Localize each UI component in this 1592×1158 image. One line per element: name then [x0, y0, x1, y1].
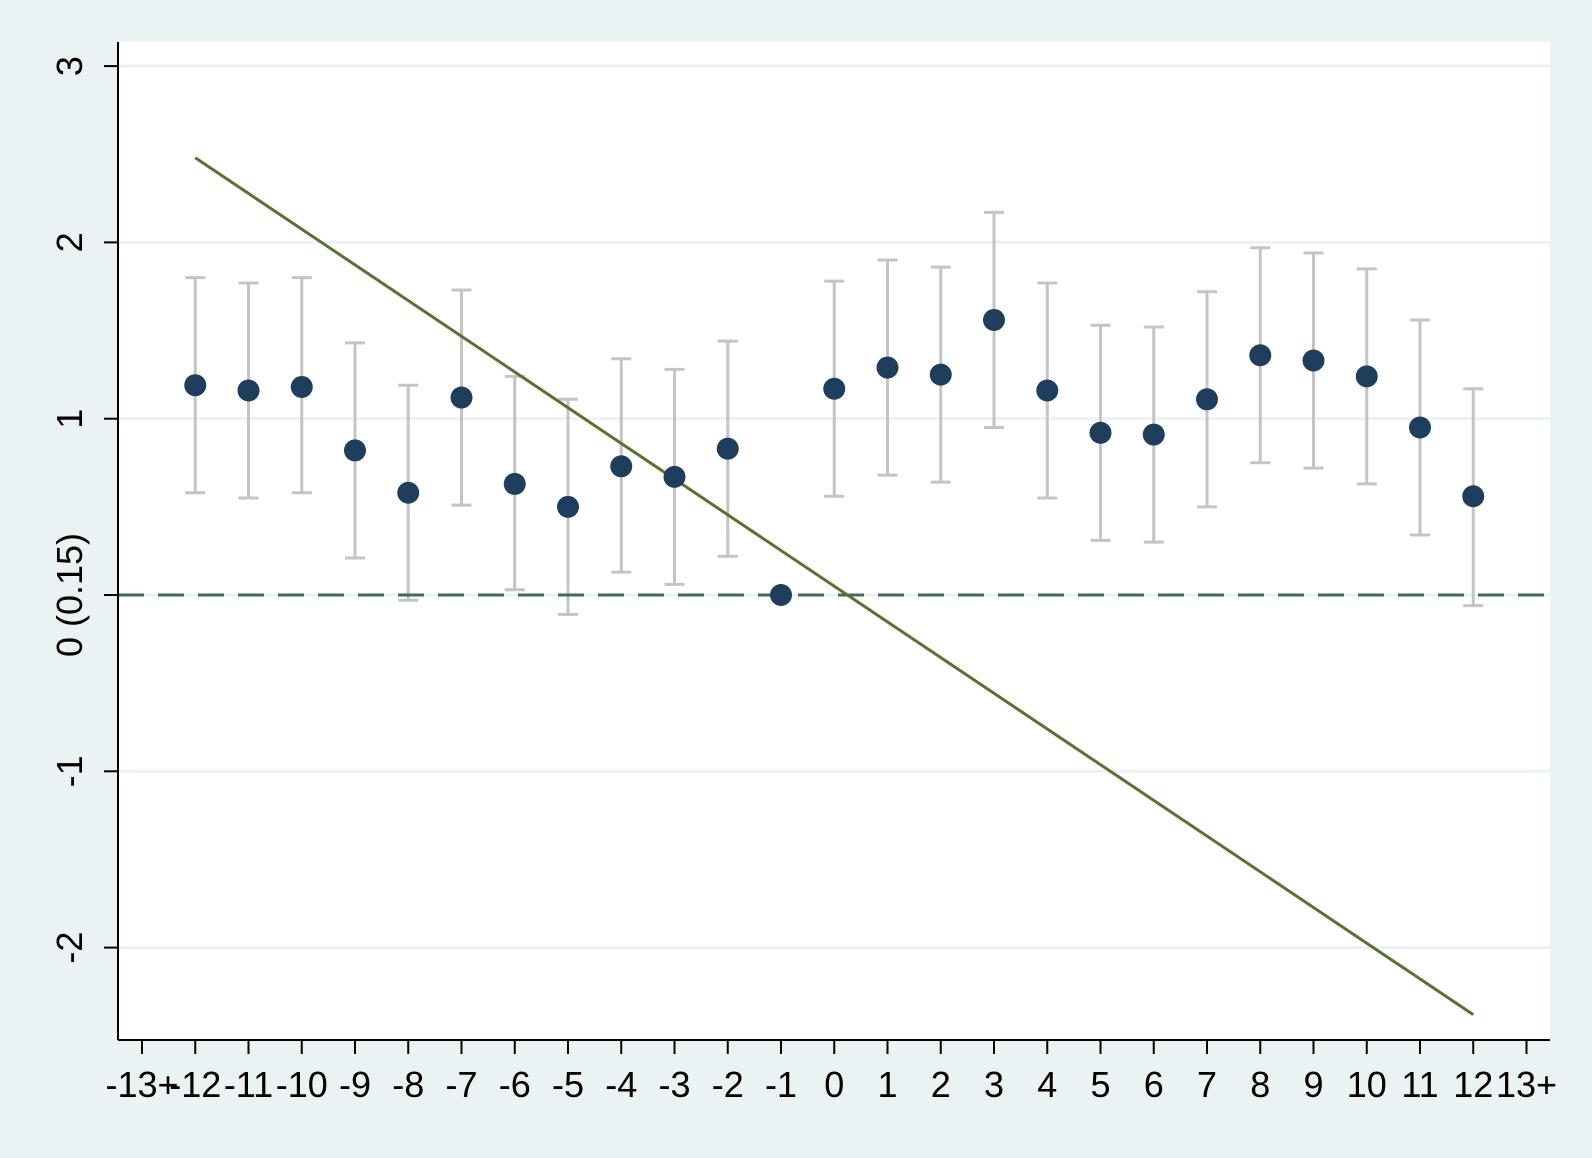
- data-point--3: [663, 465, 686, 488]
- data-point-12: [1462, 485, 1485, 508]
- x-tick-label-7: -6: [499, 1064, 531, 1105]
- data-point--12: [184, 374, 207, 397]
- data-point-6: [1142, 423, 1165, 446]
- x-tick-label-13: 0: [824, 1064, 844, 1105]
- x-tick-label-8: -5: [552, 1064, 584, 1105]
- x-tick-label-20: 7: [1197, 1064, 1217, 1105]
- plot-area: [118, 42, 1550, 1040]
- x-tick-label-15: 2: [931, 1064, 951, 1105]
- x-tick-label-11: -2: [712, 1064, 744, 1105]
- data-point-4: [1036, 379, 1059, 402]
- gridlines: [118, 64, 1550, 950]
- data-point-5: [1089, 421, 1112, 444]
- data-point-0: [823, 377, 846, 400]
- data-point--2: [716, 437, 739, 460]
- data-point-9: [1302, 349, 1325, 372]
- x-tick-label-23: 10: [1347, 1064, 1387, 1105]
- x-tick-label-2: -11: [224, 1064, 273, 1105]
- x-tick-label-16: 3: [984, 1064, 1004, 1105]
- x-axis-ticks: -13+-12 -11 -10 -9 -8 -7 -6 -5 -4 -3 -2 -1 0 1 2 3 4 5 6 7 8…: [105, 1040, 1557, 1105]
- x-tick-label-6: -7: [445, 1064, 477, 1105]
- trend-line-group: [194, 156, 1475, 1016]
- x-tick-label-1: -12: [169, 1064, 221, 1105]
- data-point-2: [929, 363, 952, 386]
- data-point-10: [1355, 365, 1378, 388]
- data-point--11: [237, 379, 260, 402]
- data-point--4: [610, 455, 633, 478]
- data-point-7: [1196, 388, 1218, 411]
- x-tick-label-9: -4: [605, 1064, 637, 1105]
- x-tick-label-3: -10: [276, 1064, 328, 1105]
- trend-line: [194, 156, 1475, 1016]
- y-tick-label-2: 0 (0.15): [49, 533, 90, 657]
- x-tick-label-5: -8: [392, 1064, 424, 1105]
- x-tick-label-18: 5: [1090, 1064, 1110, 1105]
- x-tick-label-19: 6: [1144, 1064, 1164, 1105]
- x-tick-label-24: 11: [1401, 1064, 1438, 1105]
- data-point-3: [983, 308, 1005, 331]
- data-point-8: [1249, 344, 1272, 367]
- y-tick-label-3: 1: [49, 409, 90, 429]
- x-tick-label-26: 13+: [1496, 1064, 1557, 1105]
- x-tick-label-12: -1: [765, 1064, 797, 1105]
- x-tick-label-17: 4: [1037, 1064, 1057, 1105]
- x-tick-label-4: -9: [339, 1064, 371, 1105]
- y-tick-label-5: 3: [49, 56, 90, 76]
- x-tick-label-14: 1: [877, 1064, 897, 1105]
- data-point--6: [503, 472, 526, 495]
- data-point--5: [557, 495, 579, 518]
- data-point-11: [1409, 416, 1431, 439]
- data-points: [184, 308, 1485, 606]
- x-tick-label-22: 9: [1303, 1064, 1323, 1105]
- data-point--1: [770, 584, 792, 606]
- data-point--10: [290, 375, 313, 398]
- data-point--9: [344, 439, 366, 462]
- y-tick-label-4: 2: [49, 232, 90, 252]
- data-point--8: [397, 481, 420, 504]
- y-tick-label-0: -2: [49, 932, 90, 964]
- data-point-1: [876, 356, 899, 379]
- y-tick-label-1: -1: [49, 755, 90, 787]
- data-point--7: [450, 386, 473, 409]
- x-tick-label-21: 8: [1250, 1064, 1270, 1105]
- x-tick-label-25: 12: [1453, 1064, 1493, 1105]
- y-axis-ticks: -2 -1 0 (0.15) 1 2 3: [49, 56, 118, 964]
- x-tick-label-0: -13+: [105, 1064, 178, 1105]
- x-tick-label-10: -3: [658, 1064, 690, 1105]
